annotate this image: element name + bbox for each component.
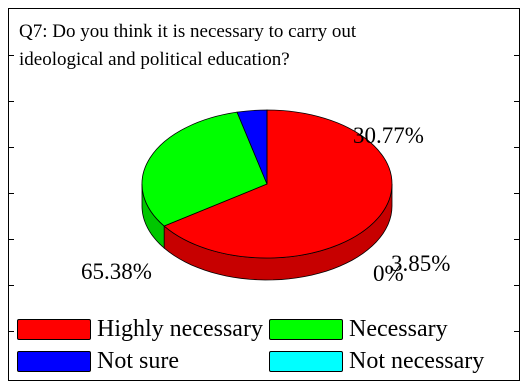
- frame-tick: [9, 193, 14, 194]
- pie-chart: 65.38% 30.77% 3.85%0%: [81, 109, 450, 286]
- frame-tick: [514, 193, 519, 194]
- value-label-highly-necessary: 65.38%: [81, 259, 152, 284]
- legend-label: Not necessary: [349, 348, 485, 374]
- pie-slice-highly-necessary: [163, 109, 393, 259]
- legend-label: Not sure: [97, 348, 179, 374]
- legend-item-not-sure: Not sure: [17, 349, 179, 373]
- chart-title-line-2: ideological and political education?: [19, 49, 290, 70]
- frame-tick: [9, 147, 14, 148]
- legend-swatch: [269, 350, 343, 372]
- frame-tick: [514, 331, 519, 332]
- frame-tick: [9, 101, 14, 102]
- legend-item-highly-necessary: Highly necessary: [17, 317, 263, 341]
- legend: Highly necessary Necessary Not sure Not …: [9, 309, 521, 379]
- chart-frame: Q7: Do you think it is necessary to carr…: [8, 8, 520, 381]
- legend-label: Highly necessary: [97, 316, 263, 342]
- frame-tick: [514, 239, 519, 240]
- value-label-not-sure: 3.85%: [391, 251, 450, 276]
- value-label-not-necessary: 0%: [373, 261, 404, 286]
- legend-item-necessary: Necessary: [269, 317, 448, 341]
- frame-tick: [9, 331, 14, 332]
- chart-title-line-1: Q7: Do you think it is necessary to carr…: [19, 21, 357, 42]
- frame-tick: [514, 55, 519, 56]
- legend-swatch: [17, 350, 91, 372]
- frame-tick: [9, 55, 14, 56]
- pie-slice-necessary: [141, 111, 268, 227]
- value-label-necessary: 30.77%: [353, 123, 424, 148]
- frame-tick: [9, 285, 14, 286]
- legend-swatch: [17, 318, 91, 340]
- frame-tick: [9, 239, 14, 240]
- legend-swatch: [269, 318, 343, 340]
- legend-item-not-necessary: Not necessary: [269, 349, 484, 373]
- frame-tick: [514, 147, 519, 148]
- legend-label: Necessary: [349, 316, 448, 342]
- frame-tick: [514, 285, 519, 286]
- frame-tick: [514, 101, 519, 102]
